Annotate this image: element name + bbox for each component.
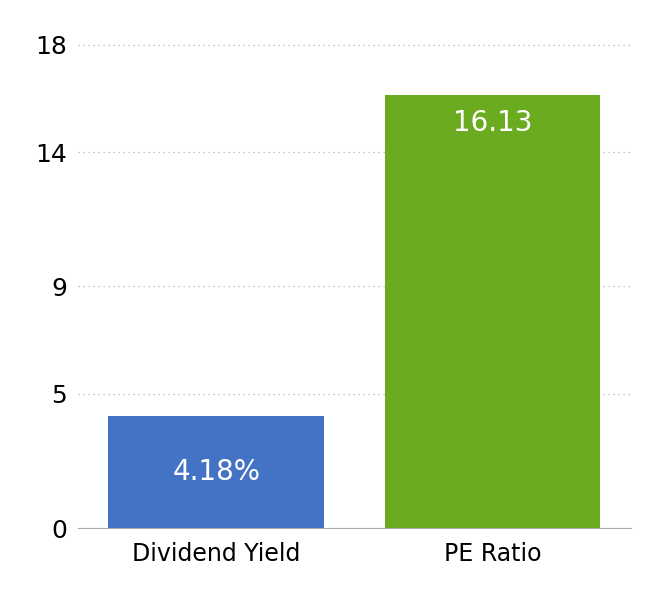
Text: 4.18%: 4.18%	[172, 458, 260, 486]
Bar	[385, 95, 600, 528]
Bar	[109, 416, 324, 528]
Text: 16.13: 16.13	[452, 109, 532, 137]
